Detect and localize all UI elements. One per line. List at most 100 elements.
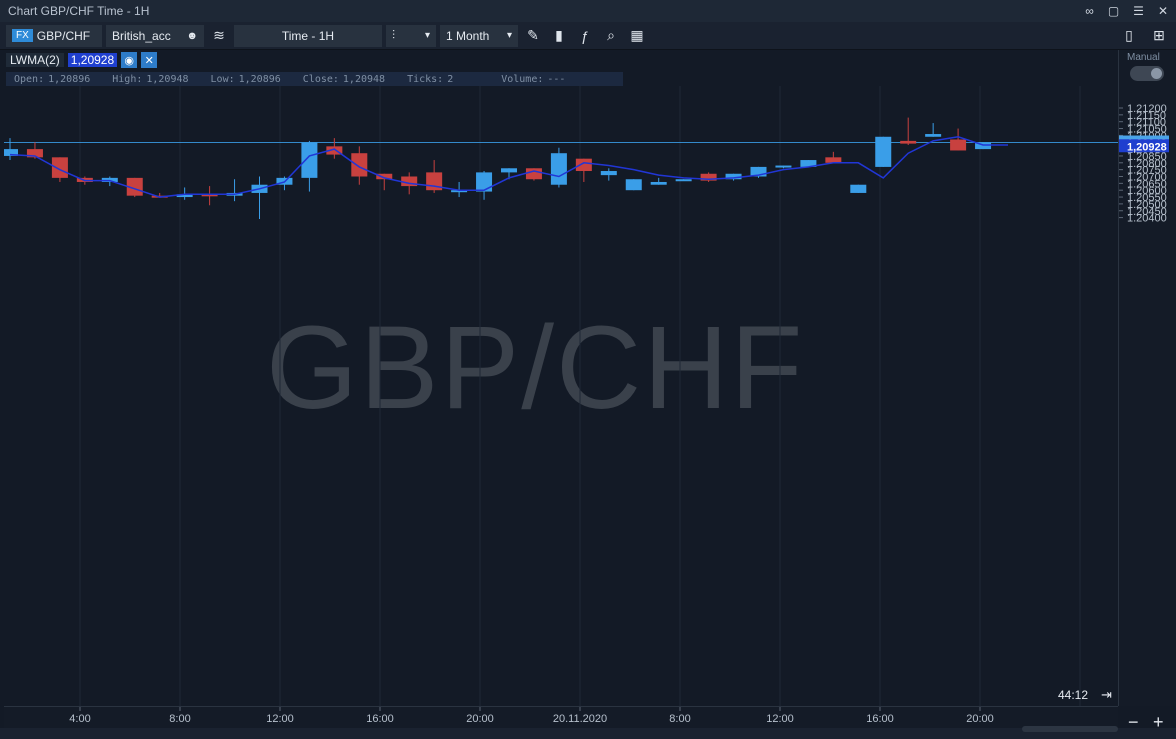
chart-area[interactable]: GBP/CHF: [4, 50, 1118, 706]
chevron-down-icon: ▾: [506, 30, 512, 41]
candle-body[interactable]: [800, 160, 817, 167]
search-icon[interactable]: ⌕: [607, 27, 615, 43]
price-tick-label: 1.20550: [1127, 192, 1167, 204]
candle-body[interactable]: [950, 139, 967, 151]
candle-body[interactable]: [575, 158, 592, 172]
time-tick-label: 20:00: [466, 713, 494, 725]
candle-body[interactable]: [351, 153, 368, 177]
time-tick-label: 12:00: [266, 713, 294, 725]
draw-pen-icon[interactable]: ✎: [527, 27, 539, 43]
candle-body[interactable]: [650, 181, 667, 185]
candle-body[interactable]: [875, 136, 892, 167]
range-label: 1 Month: [446, 28, 490, 43]
candle-body[interactable]: [525, 168, 542, 180]
time-tick-label: 8:00: [169, 713, 190, 725]
account-selector[interactable]: British_acc ☻: [106, 24, 204, 47]
zoom-in-button[interactable]: +: [1153, 712, 1164, 732]
eye-icon[interactable]: ◉: [121, 52, 138, 68]
zoom-out-button[interactable]: −: [1128, 712, 1139, 732]
price-tick-label: 1.20700: [1127, 172, 1167, 184]
indicator-icon[interactable]: ƒ: [581, 27, 589, 44]
candle-body[interactable]: [850, 184, 867, 193]
candle-body[interactable]: [900, 140, 917, 144]
high-value: 1,20948: [146, 73, 189, 85]
candle-body[interactable]: [550, 153, 567, 185]
candle-body[interactable]: [825, 157, 842, 163]
candle-body[interactable]: [51, 157, 68, 178]
price-tick-label: 1.20800: [1127, 158, 1167, 170]
horizontal-scrollbar[interactable]: [1022, 726, 1118, 732]
time-tick-label: 12:00: [766, 713, 794, 725]
clipboard-icon[interactable]: ▯: [1125, 27, 1133, 43]
time-axis[interactable]: 4:00 8:00 12:00 16:00 20:00 20.11.2020 8:00 12:…: [4, 706, 1118, 728]
price-tick-label: 1.20400: [1127, 213, 1167, 225]
candle-body[interactable]: [201, 194, 218, 197]
bar-chart-icon[interactable]: ▮: [555, 27, 563, 43]
cart-icon[interactable]: ⊞: [1153, 27, 1165, 43]
price-chart[interactable]: [4, 50, 1118, 706]
candle-body[interactable]: [26, 149, 43, 158]
ticks-value: 2: [447, 73, 454, 85]
timeframe-selector[interactable]: Time - 1H: [234, 24, 382, 47]
account-icon: ☻: [186, 29, 198, 42]
candle-body[interactable]: [401, 176, 418, 187]
maximize-icon[interactable]: ▢: [1107, 4, 1120, 18]
open-label: Open:: [14, 73, 45, 85]
price-tick-label: 1.20750: [1127, 165, 1167, 177]
range-selector[interactable]: 1 Month ▾: [440, 24, 518, 47]
ohlc-info: Open: 1,20896 High: 1,20948 Low: 1,20896 Cl…: [6, 72, 623, 86]
candle-body[interactable]: [4, 149, 18, 156]
candle-body[interactable]: [376, 173, 393, 180]
indicator-value: 1,20928: [67, 53, 118, 67]
strategy-icon[interactable]: ≋: [213, 27, 225, 43]
open-value: 1,20896: [48, 73, 91, 85]
time-tick-label: 20.11.2020: [553, 713, 607, 725]
price-axis[interactable]: 1.212001.211501.211001.210501.210001.209…: [1118, 50, 1176, 706]
time-axis-labels: 4:00 8:00 12:00 16:00 20:00 20.11.2020 8:00 12:…: [69, 707, 994, 725]
candle-body[interactable]: [476, 172, 493, 192]
indicator-row: LWMA(2) 1,20928 ◉ ✕: [6, 52, 158, 68]
candle-body[interactable]: [700, 173, 717, 181]
candle-body[interactable]: [675, 179, 692, 182]
candle-body[interactable]: [301, 142, 318, 178]
chart-type-selector[interactable]: ⫶ ▾: [386, 24, 436, 47]
candle-body[interactable]: [126, 177, 143, 196]
candle-countdown: 44:12: [1058, 688, 1089, 702]
candle-body[interactable]: [501, 168, 517, 173]
low-label: Low:: [210, 73, 235, 85]
window-title: Chart GBP/CHF Time - 1H: [8, 4, 150, 18]
time-tick-label: 20:00: [966, 713, 994, 725]
link-icon[interactable]: ∞: [1085, 4, 1094, 18]
time-tick-label: 16:00: [366, 713, 394, 725]
candle-body[interactable]: [451, 190, 468, 193]
time-tick-label: 8:00: [669, 713, 690, 725]
candlestick-icon: ⫶: [392, 28, 396, 42]
template-icon[interactable]: ▦: [630, 27, 644, 43]
price-tick-label: 1.21100: [1127, 117, 1166, 129]
indicator-name[interactable]: LWMA(2): [6, 53, 64, 67]
candle-body[interactable]: [725, 173, 742, 180]
indicator-badge: [1119, 139, 1169, 153]
window-titlebar: Chart GBP/CHF Time - 1H ∞ ▢ ☰ ✕: [0, 0, 1176, 22]
ticks-label: Ticks:: [407, 73, 444, 85]
manual-mode-toggle[interactable]: [1130, 66, 1164, 81]
bottom-bar: [0, 728, 1176, 739]
candle-body[interactable]: [750, 166, 767, 177]
candle-body[interactable]: [925, 134, 942, 137]
candle-body[interactable]: [775, 165, 792, 168]
price-tick-label: 1.21050: [1127, 124, 1167, 136]
close-value: 1,20948: [342, 73, 386, 85]
menu-icon[interactable]: ☰: [1133, 4, 1144, 18]
close-icon[interactable]: ✕: [141, 52, 158, 68]
candle-body[interactable]: [625, 179, 642, 191]
chart-toolbar: FX GBP/CHF British_acc ☻ ≋ Time - 1H ⫶ ▾…: [0, 22, 1176, 50]
symbol-selector[interactable]: FX GBP/CHF: [6, 24, 102, 47]
candle-body[interactable]: [600, 171, 617, 176]
scroll-to-end-icon[interactable]: ⇥: [1101, 687, 1112, 702]
close-icon[interactable]: ✕: [1157, 4, 1168, 18]
close-label: Close:: [302, 73, 339, 85]
candle-body[interactable]: [326, 146, 343, 155]
candle-body[interactable]: [176, 194, 193, 198]
window-controls: ∞ ▢ ☰ ✕: [1085, 4, 1168, 18]
price-tick-label: 1.21200: [1127, 103, 1167, 115]
